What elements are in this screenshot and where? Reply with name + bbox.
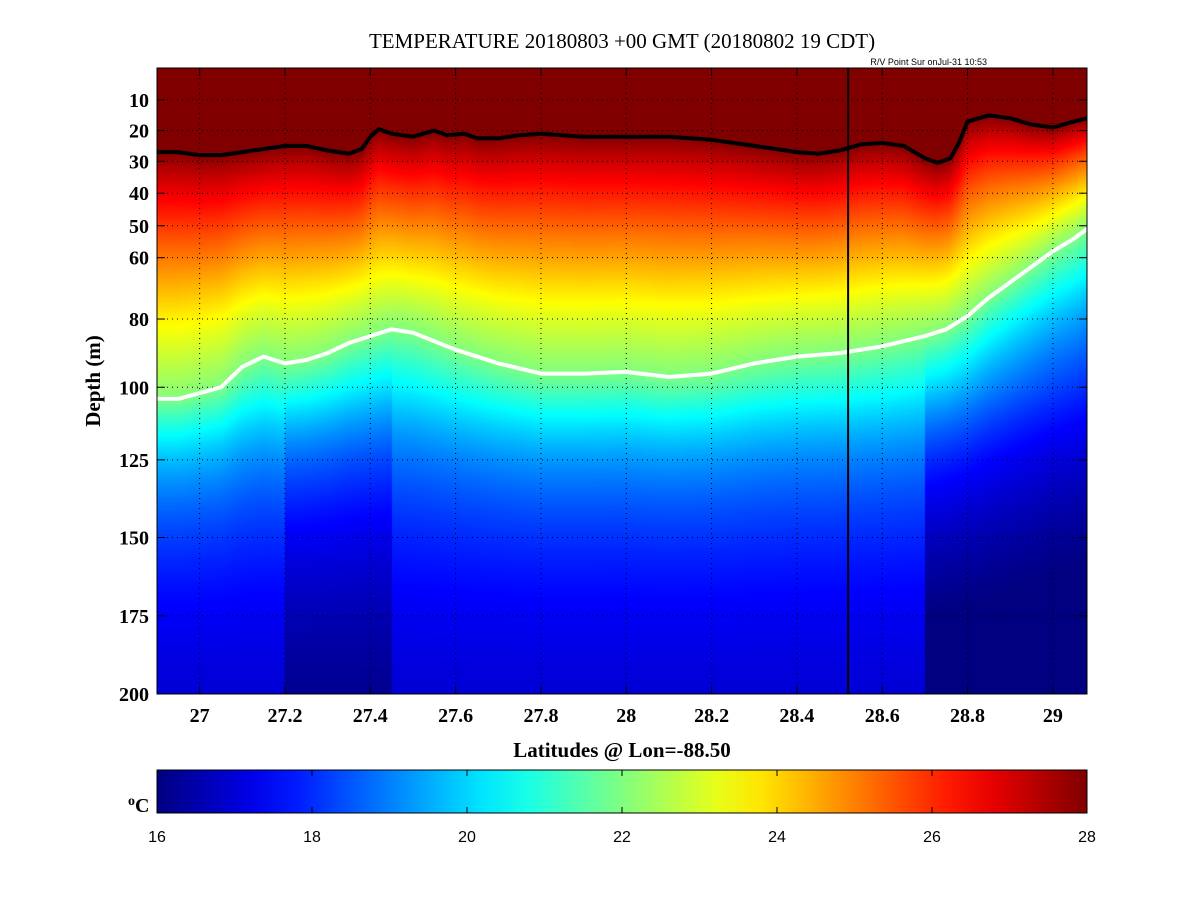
x-tick-label: 27.8 (523, 705, 558, 727)
plot-frame (156, 67, 1088, 695)
x-tick-label: 28 (616, 705, 636, 727)
y-tick-label: 80 (129, 309, 149, 331)
x-tick-label: 27.6 (438, 705, 473, 727)
annotation-label: R/V Point Sur onJul-31 10:53 (870, 57, 987, 67)
y-tick-label: 30 (129, 151, 149, 173)
x-axis-ticks: 27 27.2 27.4 27.6 27.8 28 28.2 28.4 28.6 28.8 29 (190, 68, 1063, 727)
colorbar-tick-label: 18 (303, 829, 321, 846)
y-tick-label: 40 (129, 183, 149, 205)
colorbar: 16 18 20 22 24 26 28 oC (128, 769, 1096, 846)
x-tick-label: 29 (1043, 705, 1063, 727)
x-tick-label: 28.4 (779, 705, 814, 727)
grid-lines (157, 68, 1087, 694)
x-tick-label: 27.4 (353, 705, 388, 727)
colorbar-label-main: C (135, 795, 149, 817)
x-tick-label: 27.2 (267, 705, 302, 727)
colorbar-tick-label: 16 (148, 829, 166, 846)
x-tick-label: 28.2 (694, 705, 729, 727)
y-tick-label: 50 (129, 216, 149, 238)
y-tick-label: 20 (129, 121, 149, 143)
y-tick-label: 175 (119, 606, 149, 628)
colorbar-tick-label: 22 (613, 829, 631, 846)
colorbar-label-sup: o (128, 794, 135, 809)
y-tick-label: 125 (119, 450, 149, 472)
colorbar-label: oC (128, 794, 149, 817)
temperature-heatmap (157, 68, 1087, 694)
colorbar-tick-label: 26 (923, 829, 941, 846)
y-tick-label: 10 (129, 90, 149, 112)
colorbar-tick-label: 28 (1078, 829, 1096, 846)
x-tick-label: 27 (190, 705, 210, 727)
y-axis-label: Depth (m) (81, 335, 105, 427)
colorbar-gradient (156, 769, 1088, 814)
y-tick-label: 150 (119, 528, 149, 550)
y-tick-label: 100 (119, 377, 149, 399)
contour-lines (157, 113, 1087, 401)
contour-22c-line (157, 227, 1087, 401)
contour-28c-line (157, 113, 1087, 165)
x-axis-label: Latitudes @ Lon=-88.50 (513, 738, 731, 762)
y-axis-ticks: 10 20 30 40 50 60 80 100 125 150 175 200 (119, 90, 1087, 706)
chart-title: TEMPERATURE 20180803 +00 GMT (20180802 1… (369, 29, 875, 53)
x-tick-label: 28.8 (950, 705, 985, 727)
colorbar-ticks: 16 18 20 22 24 26 28 (148, 770, 1096, 846)
y-tick-label: 60 (129, 248, 149, 270)
y-tick-label: 200 (119, 684, 149, 706)
x-tick-label: 28.6 (865, 705, 900, 727)
plot-area (156, 67, 1088, 695)
colorbar-tick-label: 24 (768, 829, 786, 846)
colorbar-tick-label: 20 (458, 829, 476, 846)
